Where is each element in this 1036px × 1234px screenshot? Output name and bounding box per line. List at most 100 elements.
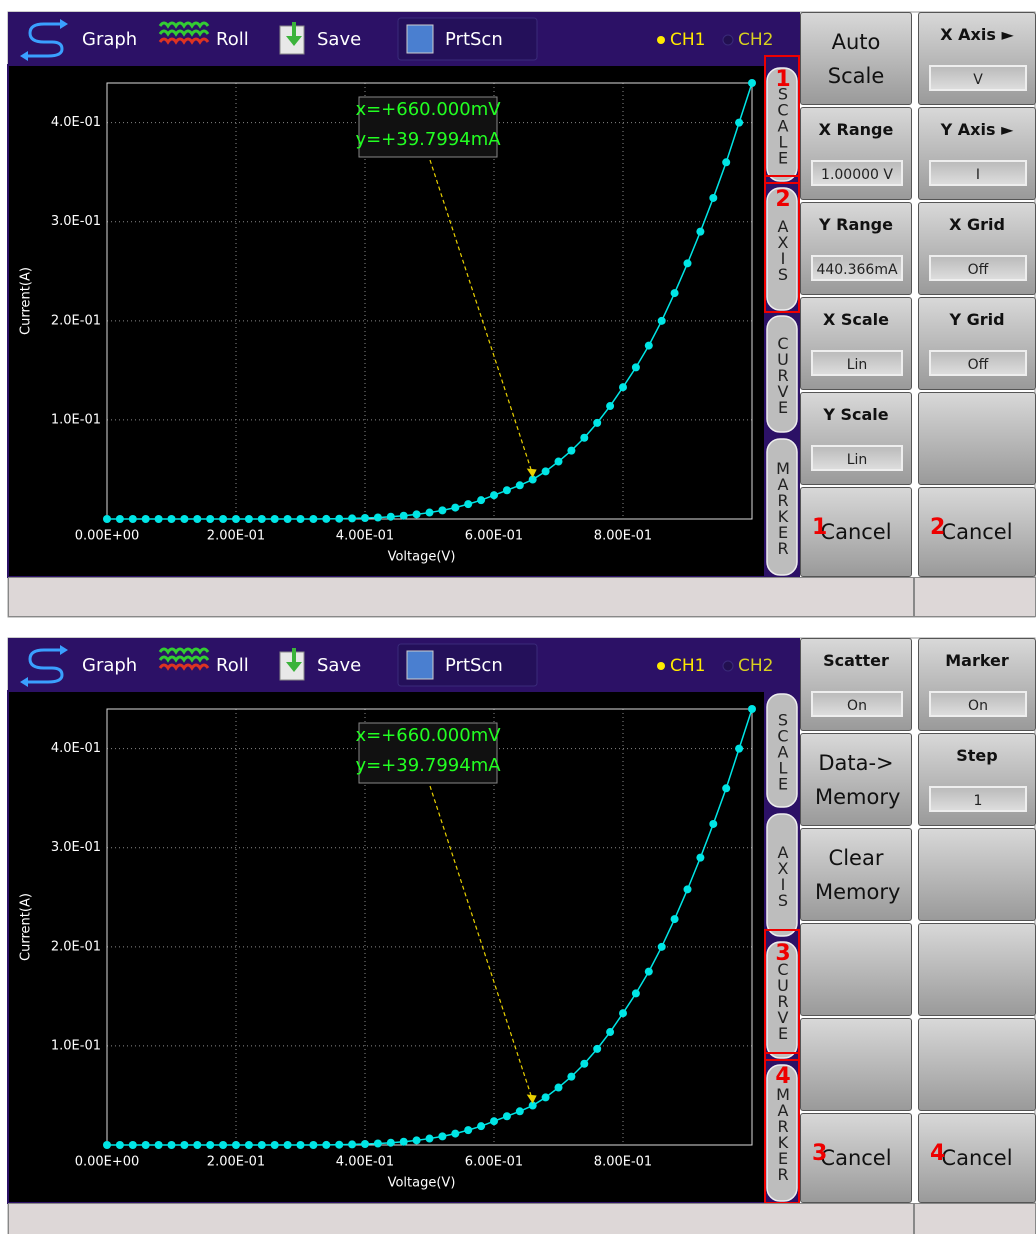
data-point bbox=[232, 515, 240, 523]
tab[interactable] bbox=[766, 813, 798, 937]
soft-key-label: Y Axis ► bbox=[940, 120, 1014, 139]
soft-key[interactable]: Cancel bbox=[800, 1113, 912, 1203]
soft-key[interactable]: Clear Memory bbox=[800, 828, 912, 921]
data-point bbox=[115, 515, 124, 523]
soft-key[interactable]: Cancel bbox=[918, 487, 1036, 577]
data-point bbox=[670, 289, 679, 298]
marker-arrow-head bbox=[526, 1094, 537, 1104]
soft-key bbox=[918, 392, 1036, 485]
tab[interactable] bbox=[766, 187, 798, 311]
soft-key-value: I bbox=[929, 160, 1027, 186]
data-point bbox=[283, 515, 292, 523]
data-point bbox=[373, 1139, 382, 1148]
data-point bbox=[451, 503, 460, 512]
marker-x-label: x=+660.000mV bbox=[355, 99, 501, 120]
data-point bbox=[606, 402, 615, 411]
data-point bbox=[541, 467, 550, 476]
data-point bbox=[361, 1140, 369, 1149]
soft-key[interactable]: Auto Scale bbox=[800, 12, 912, 105]
x-tick-label: 2.00E-01 bbox=[207, 1155, 265, 1170]
data-point bbox=[438, 1132, 447, 1141]
cancel-callout: 4 bbox=[930, 1141, 946, 1166]
tab[interactable] bbox=[766, 315, 798, 433]
y-tick-label: 1.0E-01 bbox=[51, 412, 101, 427]
data-point bbox=[683, 259, 692, 268]
data-point bbox=[193, 515, 202, 523]
data-point bbox=[412, 1136, 421, 1145]
data-point bbox=[619, 383, 627, 392]
soft-key[interactable]: X Axis ► V bbox=[918, 12, 1036, 105]
tab[interactable] bbox=[766, 941, 798, 1059]
data-point bbox=[399, 511, 408, 520]
soft-key[interactable]: Y Axis ► I bbox=[918, 107, 1036, 200]
soft-key-label: Cancel bbox=[941, 520, 1013, 544]
data-point bbox=[425, 508, 434, 517]
y-axis-label: Current(A) bbox=[19, 267, 34, 335]
y-tick-label: 2.0E-01 bbox=[51, 939, 101, 954]
tab[interactable] bbox=[766, 67, 798, 182]
data-point bbox=[515, 1107, 524, 1116]
ch1-dot bbox=[657, 36, 665, 44]
data-point bbox=[748, 79, 756, 87]
soft-key[interactable]: Y Range 440.366mA bbox=[800, 202, 912, 295]
soft-key-value: Off bbox=[929, 255, 1027, 281]
soft-key[interactable]: Step 1 bbox=[918, 733, 1036, 826]
cancel-callout: 1 bbox=[812, 515, 828, 540]
data-point bbox=[425, 1134, 434, 1143]
y-tick-label: 2.0E-01 bbox=[51, 313, 101, 328]
data-point bbox=[528, 475, 537, 484]
data-point bbox=[257, 1141, 266, 1149]
data-point bbox=[580, 1059, 589, 1068]
soft-key-value: 1 bbox=[929, 786, 1027, 812]
toolbar-graph: Graph bbox=[82, 655, 137, 676]
data-point bbox=[670, 915, 679, 924]
soft-key[interactable]: X Grid Off bbox=[918, 202, 1036, 295]
data-point bbox=[593, 418, 602, 427]
soft-key-label: Auto Scale bbox=[827, 29, 885, 88]
prtscn-icon bbox=[406, 650, 434, 680]
plot-frame bbox=[106, 708, 753, 1146]
data-point bbox=[735, 118, 744, 127]
soft-key[interactable]: Marker On bbox=[918, 638, 1036, 731]
status-bar bbox=[914, 1203, 1036, 1234]
data-point bbox=[167, 1141, 176, 1149]
data-point bbox=[322, 1140, 331, 1149]
data-point bbox=[270, 515, 279, 523]
data-point bbox=[309, 1141, 318, 1149]
marker-arrow-head bbox=[526, 468, 537, 478]
soft-key[interactable]: Data-> Memory bbox=[800, 733, 912, 826]
tab[interactable] bbox=[766, 438, 798, 576]
data-point bbox=[593, 1044, 602, 1053]
soft-key[interactable]: Scatter On bbox=[800, 638, 912, 731]
data-point bbox=[399, 1137, 408, 1146]
x-tick-label: 8.00E-01 bbox=[594, 1155, 652, 1170]
data-point bbox=[296, 515, 305, 523]
soft-key[interactable]: X Scale Lin bbox=[800, 297, 912, 390]
data-point bbox=[128, 1141, 137, 1149]
tab-callout: 2 bbox=[775, 187, 790, 212]
ch2-dot bbox=[722, 660, 734, 672]
x-tick-label: 4.00E-01 bbox=[336, 1155, 394, 1170]
y-tick-label: 1.0E-01 bbox=[51, 1038, 101, 1053]
soft-key bbox=[918, 923, 1036, 1016]
tab[interactable] bbox=[766, 693, 798, 808]
soft-key[interactable]: Y Grid Off bbox=[918, 297, 1036, 390]
data-point bbox=[464, 500, 473, 509]
x-tick-label: 0.00E+00 bbox=[75, 1155, 140, 1170]
x-axis-label: Voltage(V) bbox=[388, 550, 456, 565]
soft-key[interactable]: Y Scale Lin bbox=[800, 392, 912, 485]
tab-callout-box bbox=[764, 175, 800, 313]
marker-x-label: x=+660.000mV bbox=[355, 725, 501, 746]
soft-key[interactable]: X Range 1.00000 V bbox=[800, 107, 912, 200]
marker-box bbox=[358, 722, 498, 784]
soft-key[interactable]: Cancel bbox=[800, 487, 912, 577]
data-point bbox=[128, 515, 137, 523]
y-axis-label: Current(A) bbox=[19, 893, 34, 961]
data-point bbox=[206, 515, 215, 523]
toolbar-save: Save bbox=[317, 655, 361, 676]
data-point bbox=[232, 1141, 240, 1149]
y-tick-label: 4.0E-01 bbox=[51, 741, 101, 756]
tab-label: CURVE bbox=[774, 334, 793, 414]
tab[interactable] bbox=[766, 1064, 798, 1202]
